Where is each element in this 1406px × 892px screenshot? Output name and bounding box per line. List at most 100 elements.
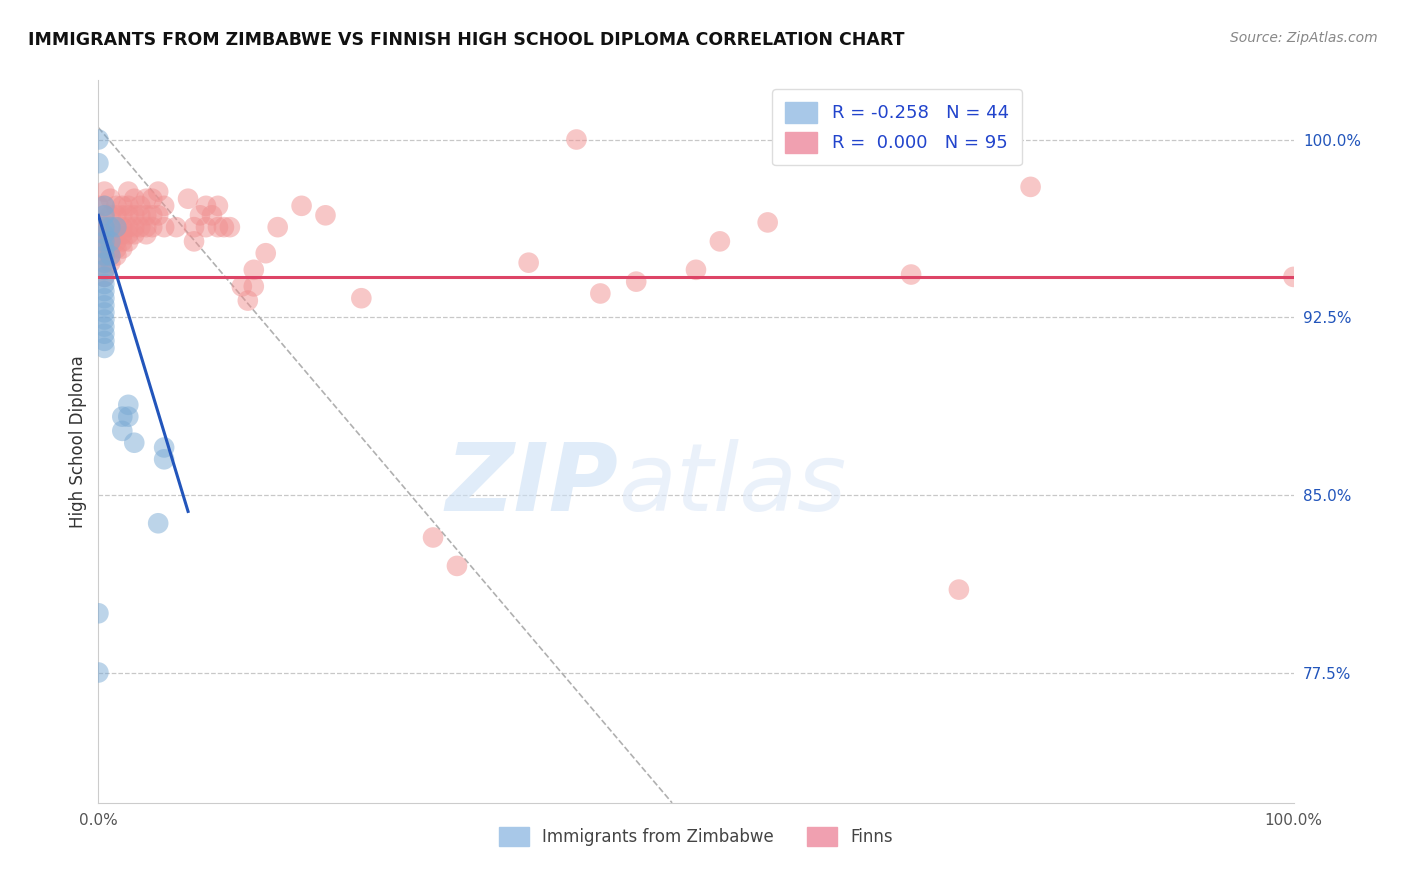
Point	[709, 235, 731, 249]
Point	[98, 220, 122, 235]
Point	[124, 227, 146, 242]
Point	[87, 156, 110, 170]
Point	[231, 279, 253, 293]
Point	[124, 220, 146, 235]
Point	[93, 269, 115, 284]
Y-axis label: High School Diploma: High School Diploma	[69, 355, 87, 528]
Point	[254, 246, 277, 260]
Point	[111, 235, 134, 249]
Point	[117, 227, 139, 242]
Point	[98, 242, 122, 256]
Point	[93, 312, 115, 326]
Point	[98, 235, 122, 249]
Point	[93, 319, 115, 334]
Point	[87, 239, 110, 253]
Point	[141, 208, 163, 222]
Point	[105, 208, 128, 222]
Point	[236, 293, 259, 308]
Point	[188, 208, 211, 222]
Point	[129, 208, 152, 222]
Point	[93, 235, 115, 249]
Point	[153, 199, 176, 213]
Point	[117, 398, 139, 412]
Point	[291, 199, 314, 213]
Point	[105, 199, 128, 213]
Point	[105, 220, 128, 235]
Point	[267, 220, 290, 235]
Point	[98, 227, 122, 242]
Point	[117, 185, 139, 199]
Point	[201, 208, 224, 222]
Point	[93, 208, 115, 222]
Point	[589, 286, 612, 301]
Point	[93, 199, 115, 213]
Point	[93, 199, 115, 213]
Point	[87, 665, 110, 680]
Point	[183, 235, 205, 249]
Point	[685, 262, 707, 277]
Point	[98, 208, 122, 222]
Text: IMMIGRANTS FROM ZIMBABWE VS FINNISH HIGH SCHOOL DIPLOMA CORRELATION CHART: IMMIGRANTS FROM ZIMBABWE VS FINNISH HIGH…	[28, 31, 904, 49]
Point	[93, 255, 115, 269]
Point	[900, 268, 922, 282]
Point	[195, 220, 218, 235]
Point	[105, 220, 128, 235]
Point	[93, 262, 115, 277]
Point	[105, 227, 128, 242]
Point	[93, 235, 115, 249]
Point	[93, 269, 115, 284]
Point	[141, 220, 163, 235]
Point	[93, 242, 115, 256]
Legend: Immigrants from Zimbabwe, Finns: Immigrants from Zimbabwe, Finns	[489, 817, 903, 856]
Point	[565, 132, 588, 146]
Point	[117, 409, 139, 424]
Point	[93, 262, 115, 277]
Point	[153, 220, 176, 235]
Point	[87, 215, 110, 229]
Point	[148, 516, 170, 531]
Point	[87, 199, 110, 213]
Point	[93, 284, 115, 298]
Point	[93, 298, 115, 312]
Point	[93, 220, 115, 235]
Point	[517, 255, 540, 269]
Point	[207, 199, 229, 213]
Point	[148, 185, 170, 199]
Point	[350, 291, 373, 305]
Point	[948, 582, 970, 597]
Point	[98, 255, 122, 269]
Point	[93, 255, 115, 269]
Point	[243, 262, 266, 277]
Point	[93, 249, 115, 263]
Point	[111, 208, 134, 222]
Point	[105, 235, 128, 249]
Point	[195, 199, 218, 213]
Point	[177, 192, 200, 206]
Point	[111, 199, 134, 213]
Point	[93, 249, 115, 263]
Point	[165, 220, 187, 235]
Point	[219, 220, 242, 235]
Point	[153, 441, 176, 455]
Point	[141, 192, 163, 206]
Point	[124, 192, 146, 206]
Point	[153, 452, 176, 467]
Point	[93, 227, 115, 242]
Point	[446, 558, 468, 573]
Point	[93, 326, 115, 341]
Point	[93, 220, 115, 235]
Point	[626, 275, 648, 289]
Point	[117, 199, 139, 213]
Point	[135, 220, 157, 235]
Point	[98, 192, 122, 206]
Point	[93, 305, 115, 319]
Point	[1019, 180, 1042, 194]
Point	[87, 607, 110, 621]
Point	[135, 208, 157, 222]
Point	[105, 249, 128, 263]
Point	[98, 249, 122, 263]
Point	[87, 227, 110, 242]
Point	[129, 199, 152, 213]
Point	[93, 341, 115, 355]
Point	[129, 220, 152, 235]
